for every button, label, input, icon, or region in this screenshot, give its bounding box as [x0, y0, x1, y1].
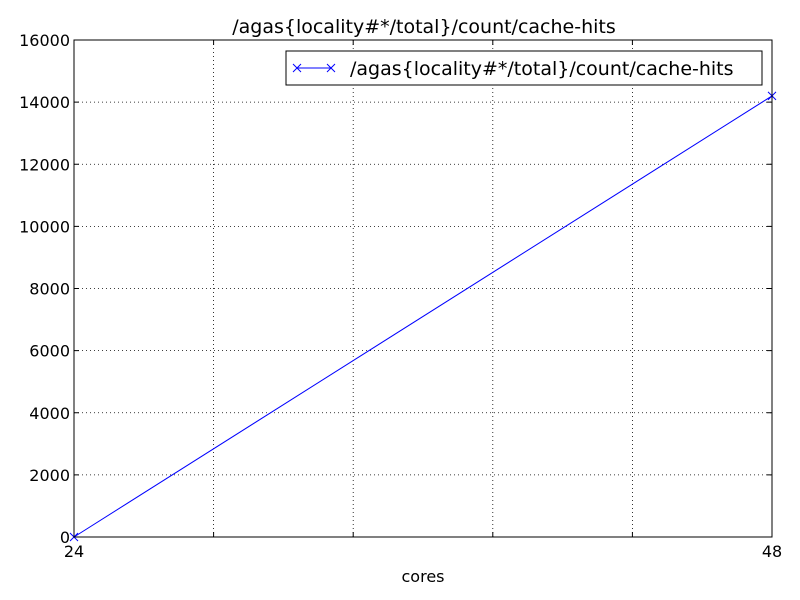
legend: /agas{locality#*/total}/count/cache-hits [285, 50, 763, 86]
legend-label: /agas{locality#*/total}/count/cache-hits [350, 58, 734, 80]
series-layer [69, 91, 777, 542]
y-tick-label: 8000 [29, 280, 70, 299]
y-tick-label: 16000 [19, 31, 70, 50]
x-tick-label: 48 [762, 542, 782, 561]
y-tick-label: 10000 [19, 217, 70, 236]
series-line [73, 95, 773, 538]
legend-box [285, 50, 763, 86]
x-tick-label: 24 [64, 542, 84, 561]
y-axis-ticks: 0 2000 4000 6000 8000 10000 12000 14000 16000 [19, 31, 772, 547]
y-tick-label: 4000 [29, 404, 70, 423]
y-tick-label: 12000 [19, 155, 70, 174]
y-tick-label: 14000 [19, 93, 70, 112]
x-axis-ticks: 24 48 [64, 40, 782, 561]
legend-marker [326, 63, 336, 73]
y-tick-label: 0 [60, 528, 70, 547]
chart-title: /agas{locality#*/total}/count/cache-hits [232, 16, 616, 38]
x-axis-label: cores [402, 567, 445, 586]
legend-marker [292, 63, 302, 73]
y-tick-label: 2000 [29, 466, 70, 485]
y-tick-label: 6000 [29, 342, 70, 361]
grid [74, 40, 772, 537]
